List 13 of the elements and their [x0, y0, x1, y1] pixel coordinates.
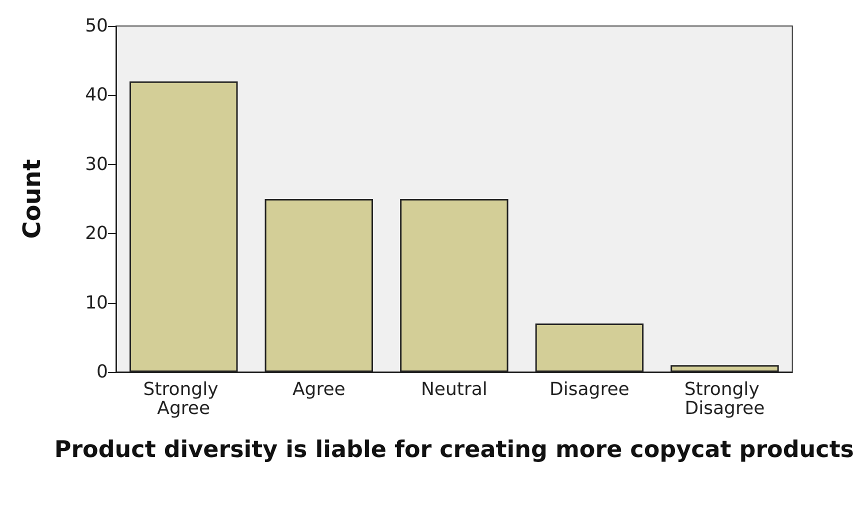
y-axis-title: Count — [18, 159, 46, 239]
x-tick-label: Disagree — [550, 379, 630, 400]
x-tick-label: Strongly Agree — [143, 379, 224, 419]
y-tick-label: 10 — [85, 292, 108, 314]
y-tick-label: 0 — [96, 362, 108, 382]
x-tick-label: Neutral — [420, 379, 488, 400]
y-tick-label: 50 — [85, 16, 108, 36]
x-tick-label: Strongly Disagree — [684, 379, 766, 419]
x-tick-label: Agree — [292, 379, 346, 400]
x-axis-title: Product diversity is liable for creating more copycat products — [54, 437, 854, 463]
y-tick-label: 20 — [85, 223, 108, 244]
y-tick-label: 40 — [85, 84, 108, 106]
y-tick-label: 30 — [85, 154, 108, 175]
